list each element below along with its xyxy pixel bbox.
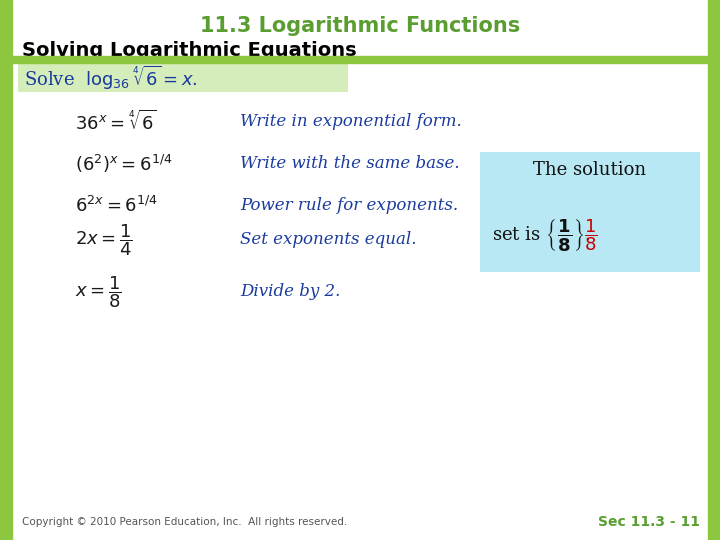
Text: $6^{2x} = 6^{1/4}$: $6^{2x} = 6^{1/4}$: [75, 196, 158, 216]
Text: 11.3 Logarithmic Functions: 11.3 Logarithmic Functions: [200, 16, 520, 36]
Text: $\dfrac{1}{8}$: $\dfrac{1}{8}$: [584, 217, 598, 253]
Text: Write in exponential form.: Write in exponential form.: [240, 113, 462, 131]
Bar: [18, 64, 348, 92]
Text: Copyright © 2010 Pearson Education, Inc.  All rights reserved.: Copyright © 2010 Pearson Education, Inc.…: [22, 517, 347, 527]
Text: Sec 11.3 - 11: Sec 11.3 - 11: [598, 515, 700, 529]
Text: Divide by 2.: Divide by 2.: [240, 284, 341, 300]
Bar: [0, 0, 12, 540]
Bar: [708, 0, 720, 540]
Text: $2x = \dfrac{1}{4}$: $2x = \dfrac{1}{4}$: [75, 222, 132, 258]
Text: Set exponents equal.: Set exponents equal.: [240, 232, 416, 248]
Text: set is $\left\{\dfrac{\mathbf{1}}{\mathbf{8}}\right\}.$: set is $\left\{\dfrac{\mathbf{1}}{\mathb…: [492, 217, 590, 253]
Text: $\left(6^2\right)^x = 6^{1/4}$: $\left(6^2\right)^x = 6^{1/4}$: [75, 153, 173, 175]
Text: $36^x = \sqrt[4]{6}$: $36^x = \sqrt[4]{6}$: [75, 110, 157, 134]
Bar: [480, 152, 700, 272]
Bar: [12, 56, 708, 63]
Text: The solution: The solution: [534, 161, 647, 179]
Text: Write with the same base.: Write with the same base.: [240, 156, 459, 172]
Text: Power rule for exponents.: Power rule for exponents.: [240, 198, 458, 214]
Text: Solve  $\log_{36} \sqrt[4]{6} = x.$: Solve $\log_{36} \sqrt[4]{6} = x.$: [24, 64, 197, 92]
Text: Solving Logarithmic Equations: Solving Logarithmic Equations: [22, 42, 356, 60]
Text: $x = \dfrac{1}{8}$: $x = \dfrac{1}{8}$: [75, 274, 122, 310]
